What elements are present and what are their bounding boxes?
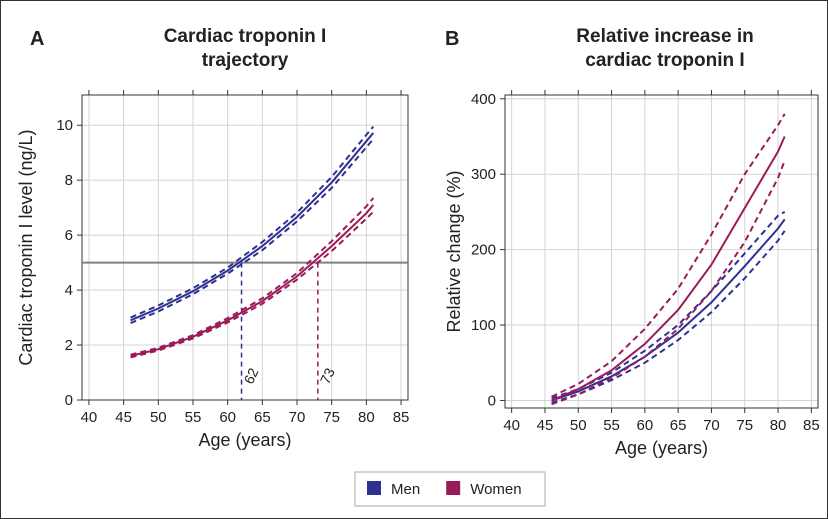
marker-label: 73: [317, 365, 338, 386]
x-axis-label: Age (years): [198, 430, 291, 450]
ci-line: [130, 211, 375, 359]
y-tick-label: 8: [65, 172, 73, 189]
ci-line: [130, 125, 375, 319]
y-tick-label: 200: [471, 242, 496, 259]
series-line: [551, 136, 786, 402]
x-tick-label: 55: [185, 409, 202, 426]
plot-frame: [81, 94, 409, 401]
x-tick-label: 45: [537, 417, 554, 434]
x-tick-label: 60: [637, 417, 654, 434]
legend-swatch: [367, 481, 381, 495]
x-tick-label: 50: [570, 417, 587, 434]
x-tick-label: 65: [254, 409, 271, 426]
marker-label: 62: [240, 365, 261, 386]
y-tick-label: 400: [471, 91, 496, 108]
panel-label: B: [445, 28, 459, 50]
x-tick-label: 50: [150, 409, 167, 426]
x-tick-label: 40: [81, 409, 98, 426]
ci-line: [130, 197, 375, 356]
y-tick-label: 10: [56, 117, 73, 134]
plot-frame: [504, 94, 819, 409]
y-tick-label: 0: [488, 392, 496, 409]
y-tick-label: 100: [471, 317, 496, 334]
ci-line: [551, 160, 786, 406]
x-tick-label: 80: [770, 417, 787, 434]
y-axis-label: Relative change (%): [444, 170, 464, 332]
x-tick-label: 85: [803, 417, 820, 434]
y-axis-label: Cardiac troponin I level (ng/L): [16, 129, 36, 365]
series-line: [551, 218, 786, 402]
chart-title: Relative increase in cardiac troponin I: [576, 26, 753, 71]
legend-swatch: [446, 481, 461, 495]
x-tick-label: 70: [289, 409, 306, 426]
series-line: [130, 204, 375, 357]
x-tick-label: 40: [503, 417, 520, 434]
y-tick-label: 300: [471, 166, 496, 183]
x-tick-label: 55: [603, 417, 620, 434]
y-tick-label: 0: [65, 392, 73, 409]
legend: Men Women: [354, 471, 546, 507]
y-tick-label: 2: [65, 337, 73, 354]
ci-line: [551, 113, 786, 398]
x-tick-label: 60: [219, 409, 236, 426]
x-tick-label: 65: [670, 417, 687, 434]
x-tick-label: 70: [703, 417, 720, 434]
x-tick-label: 45: [115, 409, 132, 426]
x-tick-label: 75: [736, 417, 753, 434]
ci-line: [130, 138, 375, 325]
legend-label: Men: [391, 481, 420, 498]
y-tick-label: 4: [65, 282, 73, 299]
panel-label: A: [30, 28, 44, 50]
y-tick-label: 6: [65, 227, 73, 244]
series-line: [130, 132, 375, 322]
x-tick-label: 80: [358, 409, 375, 426]
x-tick-label: 85: [393, 409, 410, 426]
x-tick-label: 75: [323, 409, 340, 426]
x-axis-label: Age (years): [615, 438, 708, 458]
legend-label: Women: [470, 481, 521, 498]
